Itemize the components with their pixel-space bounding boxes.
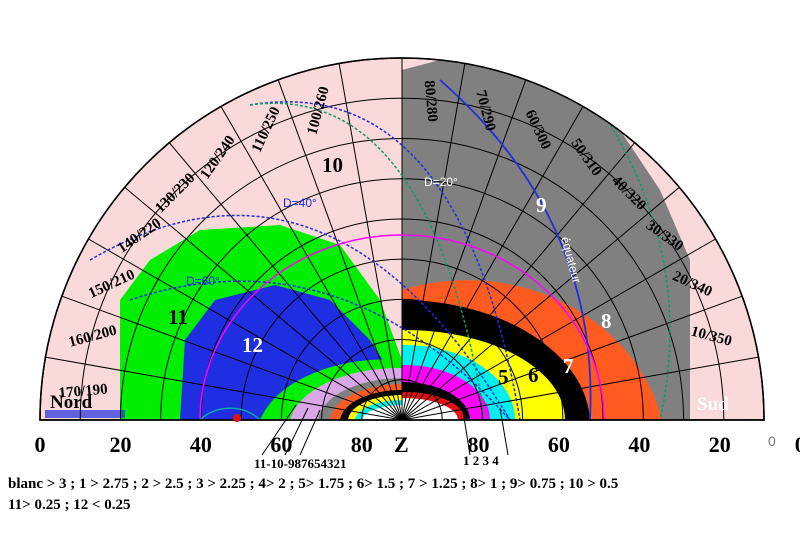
horizon-axis-ticks: 0 20 40 60 80 80 60 40 20 0: [35, 432, 800, 457]
region-label-6: 6: [528, 363, 539, 387]
sky-outline: [39, 57, 765, 421]
declination-curve-40: [89, 214, 511, 420]
azimuth-ray: [277, 79, 403, 420]
azimuth-ray: [338, 63, 403, 420]
region-label-11: 11: [168, 305, 188, 329]
azimuth-ray: [220, 106, 403, 420]
declination-label-60: D=60°: [186, 274, 220, 288]
azimuth-ray: [124, 186, 403, 420]
region-label-8: 8: [601, 309, 612, 333]
green-curve-1: [249, 102, 486, 420]
azimuth-ray: [401, 63, 466, 420]
declination-curve-20: [249, 101, 521, 420]
region-label-5: 5: [498, 365, 509, 389]
axis-tick-right: 20: [709, 432, 731, 457]
axis-tick-right: 40: [628, 432, 650, 457]
axis-tick-left: 80: [351, 432, 373, 457]
azimuth-label-right: 80/280: [421, 80, 441, 123]
azimuth-ray: [401, 238, 716, 420]
region-label-10: 10: [322, 153, 343, 177]
axis-tick-right: 0: [795, 432, 800, 457]
legend-line-2: 11> 0.25 ; 12 < 0.25: [8, 497, 131, 513]
axis-tick-left: 40: [190, 432, 212, 457]
azimuth-ray: [401, 79, 527, 420]
azimuth-rays: [45, 58, 759, 420]
magenta-ring: [199, 234, 605, 420]
axis-tick-left: 60: [270, 432, 292, 457]
azimuth-ray: [168, 142, 403, 420]
equator-curve: [439, 79, 592, 420]
sun-marker: [233, 414, 241, 422]
azimuth-ray: [401, 142, 636, 420]
region-label-9: 9: [536, 193, 547, 217]
azimuth-ray: [401, 356, 759, 420]
legend-line-1: blanc > 3 ; 1 > 2.75 ; 2 > 2.5 ; 3 > 2.2…: [8, 476, 619, 492]
inner-labels-right: 1 2 3 4: [463, 453, 499, 468]
cyan-ring-left: [199, 407, 261, 420]
axis-suffix: 0: [768, 433, 776, 449]
azimuth-label-left: 170/190: [58, 381, 108, 401]
region-label-12: 12: [242, 333, 263, 357]
inner-label-leaders: [261, 404, 509, 456]
south-label: Sud: [697, 394, 729, 415]
blue-fringe: [45, 410, 125, 418]
azimuth-ray: [61, 295, 403, 420]
zenith-label: Z: [394, 432, 409, 457]
axis-tick-left: 20: [109, 432, 131, 457]
inner-labels-left: 11-10-987654321: [254, 456, 346, 471]
azimuth-ray: [401, 295, 743, 420]
axis-tick-right: 80: [467, 432, 489, 457]
axis-tick-left: 0: [35, 432, 46, 457]
axis-tick-right: 60: [548, 432, 570, 457]
azimuth-ray: [401, 106, 584, 420]
azimuth-ray: [401, 186, 680, 420]
region-label-7: 7: [563, 354, 574, 378]
azimuth-ray: [45, 356, 403, 420]
north-label: Nord: [50, 392, 93, 413]
declination-label-40: D=40°: [283, 196, 317, 210]
azimuth-ray: [88, 238, 403, 420]
declination-label-20: D=20°: [424, 175, 458, 189]
